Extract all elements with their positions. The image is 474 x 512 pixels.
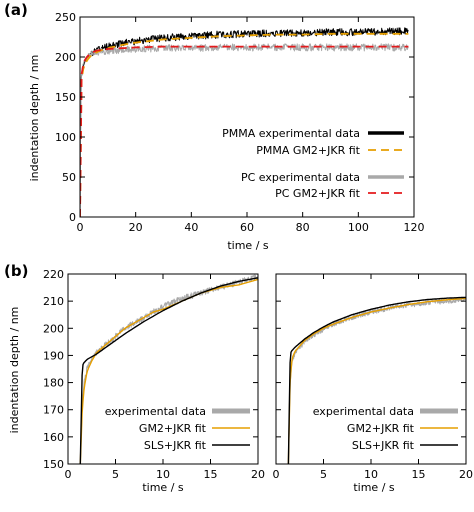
panel-a-ytick-label: 100	[55, 131, 76, 144]
panel-a-series-pmma-gm2-jkr-fit	[80, 32, 409, 217]
panel-b-left-ticks: 0 5 10 15 20 150 160 170 180 190 200 210 220	[43, 268, 265, 481]
panel-b-right-legend-label-gm2-jkr-fit: GM2+JKR fit	[347, 422, 415, 435]
panel-a-legend: PMMA experimental data PMMA GM2+JKR fit PC…	[222, 127, 404, 200]
panel-b-right-series-gm2-jkr-fit	[287, 297, 466, 464]
panel-b-right-legend-label-sls-jkr-fit: SLS+JKR fit	[352, 439, 415, 452]
panel-a-series-pc-gm2-jkr-fit	[80, 45, 409, 217]
panel-b-left-ytick-label: 160	[43, 431, 64, 444]
panel-b-right-xtick-label: 0	[273, 468, 280, 481]
panel-a-ytick-label: 250	[55, 11, 76, 24]
panel-b-left: (b) indentation depth / nm time / s 0 5 10…	[4, 262, 265, 494]
panel-b-left-xtick-label: 0	[65, 468, 72, 481]
panel-a-ytick-label: 0	[69, 211, 76, 224]
panel-a: (a) indentation depth / nm time / s 0 20 4…	[4, 1, 425, 252]
panel-a-frame	[79, 16, 415, 218]
panel-b-right-xtick-label: 5	[320, 468, 327, 481]
panel-b-right: time / s 0 5 10 15 20 experimental data GM2+J…	[273, 273, 473, 494]
panel-a-ytick-label: 200	[55, 51, 76, 64]
panel-a-series	[80, 27, 409, 217]
panel-a-xtick-label: 0	[77, 221, 84, 234]
panel-b-left-ytick-label: 200	[43, 322, 64, 335]
panel-b-right-series-sls-jkr-fit	[287, 296, 466, 464]
panel-b-left-xtick-label: 5	[112, 468, 119, 481]
panel-b-left-ytick-label: 180	[43, 377, 64, 390]
panel-b-right-frame	[275, 273, 467, 465]
panel-a-xtick-label: 40	[184, 221, 198, 234]
panel-a-xlabel: time / s	[227, 239, 269, 252]
panel-b-right-legend: experimental data GM2+JKR fit SLS+JKR fit	[313, 405, 458, 452]
panel-a-ytick-label: 150	[55, 91, 76, 104]
panel-b-right-xtick-label: 15	[412, 468, 426, 481]
panel-b-left-ytick-label: 150	[43, 458, 64, 471]
panel-a-ytick-label: 50	[62, 171, 76, 184]
panel-b-right-legend-label-experimental-data: experimental data	[313, 405, 414, 418]
panel-b-left-legend-label-sls-jkr-fit: SLS+JKR fit	[144, 439, 207, 452]
panel-a-label: (a)	[4, 1, 28, 19]
panel-b-label: (b)	[4, 262, 28, 280]
panel-a-xtick-label: 80	[296, 221, 310, 234]
panel-b-right-xtick-label: 10	[364, 468, 378, 481]
panel-a-xtick-label: 60	[240, 221, 254, 234]
panel-b-right-xtick-label: 20	[459, 468, 473, 481]
panel-b-right-xlabel: time / s	[353, 481, 395, 494]
panel-b-left-ytick-label: 170	[43, 404, 64, 417]
panel-a-legend-label-pmma-gm2-jkr-fit: PMMA GM2+JKR fit	[256, 144, 360, 157]
panel-a-xtick-label: 100	[348, 221, 369, 234]
panel-b-left-xtick-label: 20	[251, 468, 265, 481]
panel-b-right-series	[287, 296, 466, 464]
panel-b-left-legend: experimental data GM2+JKR fit SLS+JKR fit	[105, 405, 250, 452]
panel-b-left-series	[79, 274, 258, 464]
panel-a-ylabel: indentation depth / nm	[28, 55, 41, 182]
panel-b-left-ytick-label: 210	[43, 295, 64, 308]
panel-b-left-series-experimental-data	[79, 274, 258, 464]
panel-a-legend-label-pc-gm2-jkr-fit: PC GM2+JKR fit	[275, 187, 361, 200]
panel-b-left-legend-label-experimental-data: experimental data	[105, 405, 206, 418]
panel-b-left-ytick-label: 190	[43, 349, 64, 362]
panel-a-xtick-label: 20	[129, 221, 143, 234]
panel-a-xtick-label: 120	[404, 221, 425, 234]
panel-b-left-series-sls-jkr-fit	[79, 277, 258, 464]
panel-b-left-xlabel: time / s	[142, 481, 184, 494]
panel-a-legend-label-pmma-experimental-data: PMMA experimental data	[222, 127, 360, 140]
panel-b-left-ytick-label: 220	[43, 268, 64, 281]
panel-b-ylabel: indentation depth / nm	[8, 307, 21, 434]
panel-b-left-legend-label-gm2-jkr-fit: GM2+JKR fit	[139, 422, 207, 435]
panel-b-left-xtick-label: 10	[156, 468, 170, 481]
panel-a-ticks: 0 20 40 60 80 100 120 0 50 100 150 200 250	[55, 11, 425, 234]
panel-b-left-series-gm2-jkr-fit	[79, 278, 258, 464]
panel-b-left-xtick-label: 15	[204, 468, 218, 481]
panel-b-left-frame	[67, 273, 259, 465]
panel-a-legend-label-pc-experimental-data: PC experimental data	[241, 171, 360, 184]
